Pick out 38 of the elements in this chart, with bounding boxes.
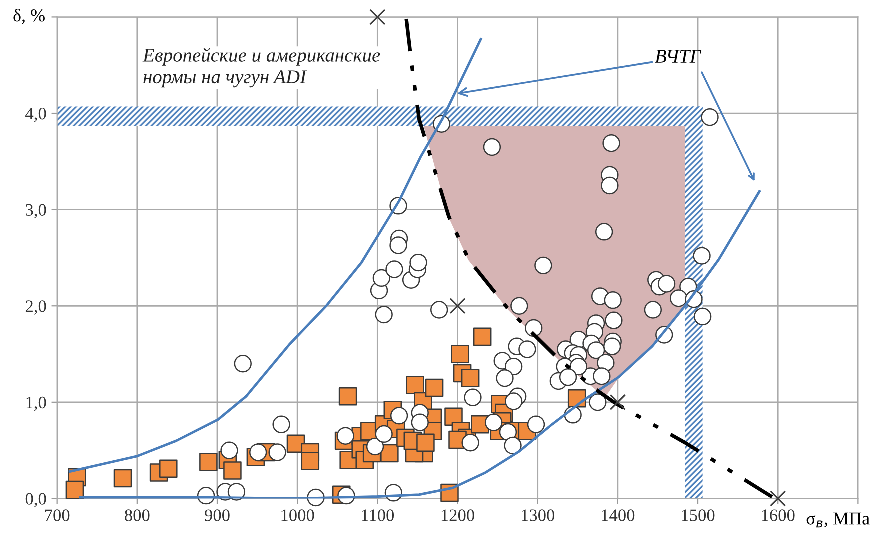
y-axis-title: δ, %: [14, 8, 45, 24]
x-tick-label: 1600: [762, 510, 795, 522]
point: [114, 469, 132, 488]
point: [286, 434, 306, 453]
y-tick-label: 3,0: [26, 204, 46, 219]
point: [461, 369, 480, 388]
point: [770, 490, 786, 507]
x-tick-label: 1100: [362, 510, 394, 522]
point: [450, 298, 466, 314]
x-tick-label: 1000: [282, 510, 314, 522]
y-tick-label: 0,0: [26, 493, 46, 508]
point: [301, 452, 320, 470]
point: [451, 345, 470, 364]
y-tick-label: 4,0: [26, 108, 46, 122]
y-tick-label: 2,0: [26, 300, 46, 315]
x-tick-label: 800: [125, 510, 150, 522]
point: [406, 376, 424, 394]
point: [66, 480, 84, 500]
point: [425, 378, 444, 398]
point: [416, 434, 435, 452]
point: [380, 444, 399, 463]
point: [610, 394, 626, 411]
x-tick-label: 1500: [682, 510, 715, 522]
point: [473, 328, 492, 346]
point: [338, 388, 358, 406]
x-tick-label: 700: [45, 510, 70, 522]
point: [370, 9, 386, 26]
annotation: ВЧТГ: [655, 50, 702, 63]
point: [224, 462, 242, 480]
point: [160, 460, 178, 478]
point: [200, 453, 218, 472]
x-tick-label: 1300: [522, 510, 555, 522]
y-tick-label: 1,0: [26, 396, 46, 412]
x-tick-label: 1400: [602, 510, 635, 522]
x-axis-title: σ$_{в}$, МПа: [806, 512, 870, 528]
x-tick-label: 1200: [442, 510, 474, 522]
annotation: Европейские и американские нормы на чугун ADI: [142, 48, 380, 88]
x-tick-label: 900: [205, 510, 230, 522]
